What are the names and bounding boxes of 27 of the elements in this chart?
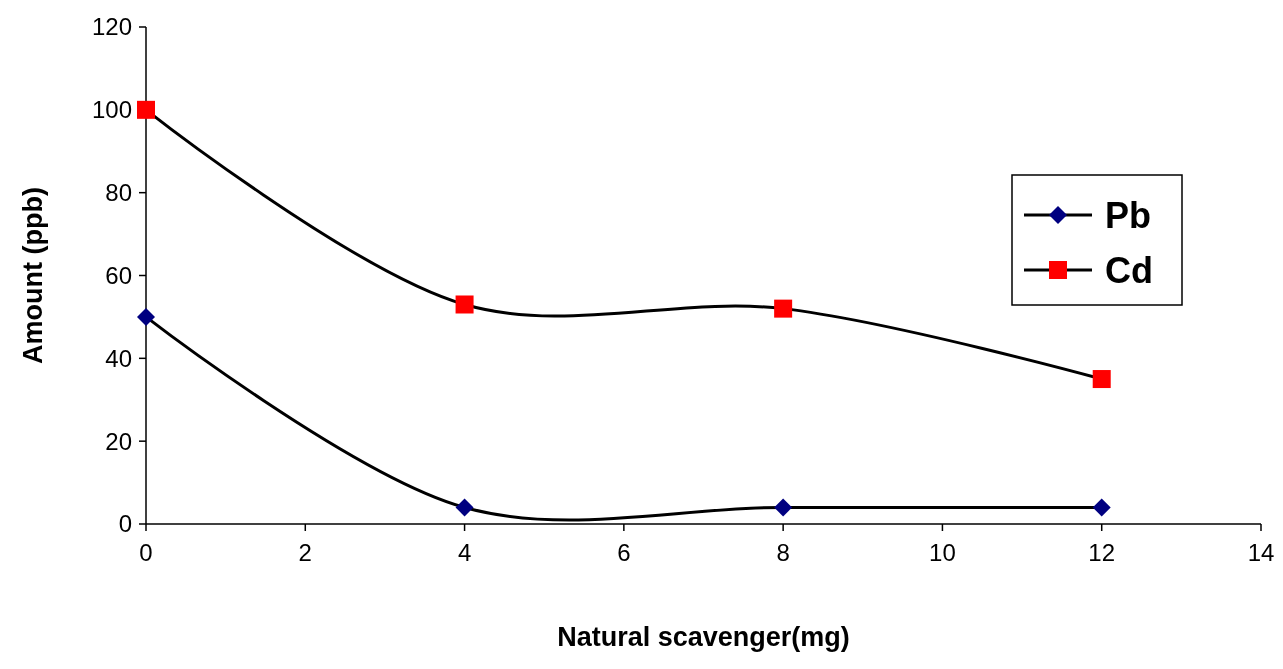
x-tick-label: 4 (457, 539, 472, 566)
point (137, 100, 155, 119)
point (137, 307, 155, 326)
x-tick-label: 2 (298, 539, 312, 566)
x-tick-label: 6 (617, 539, 631, 566)
point (1092, 498, 1111, 517)
y-tick-label: 0 (118, 510, 132, 538)
x-tick-label: 8 (776, 539, 790, 566)
x-tick-label: 12 (1088, 539, 1116, 566)
legend-label: Pb (1105, 194, 1152, 236)
point (455, 295, 474, 314)
x-tick-label: 0 (139, 539, 153, 566)
y-axis-title: Amount (ppb) (18, 187, 48, 364)
y-tick-label: 120 (91, 13, 132, 41)
point (455, 498, 474, 517)
x-tick-label: 10 (929, 539, 956, 566)
point (1092, 370, 1111, 389)
y-tick-label: 80 (105, 179, 132, 207)
y-tick-label: 100 (91, 96, 132, 124)
x-tick-label: 14 (1247, 539, 1275, 566)
legend-label: Cd (1105, 249, 1153, 291)
y-tick-label: 20 (105, 427, 132, 455)
x-axis-title: Natural scavenger(mg) (557, 622, 850, 652)
point (774, 299, 793, 318)
y-tick-label: 60 (105, 261, 132, 289)
point (774, 498, 793, 517)
y-tick-label: 40 (105, 344, 132, 372)
